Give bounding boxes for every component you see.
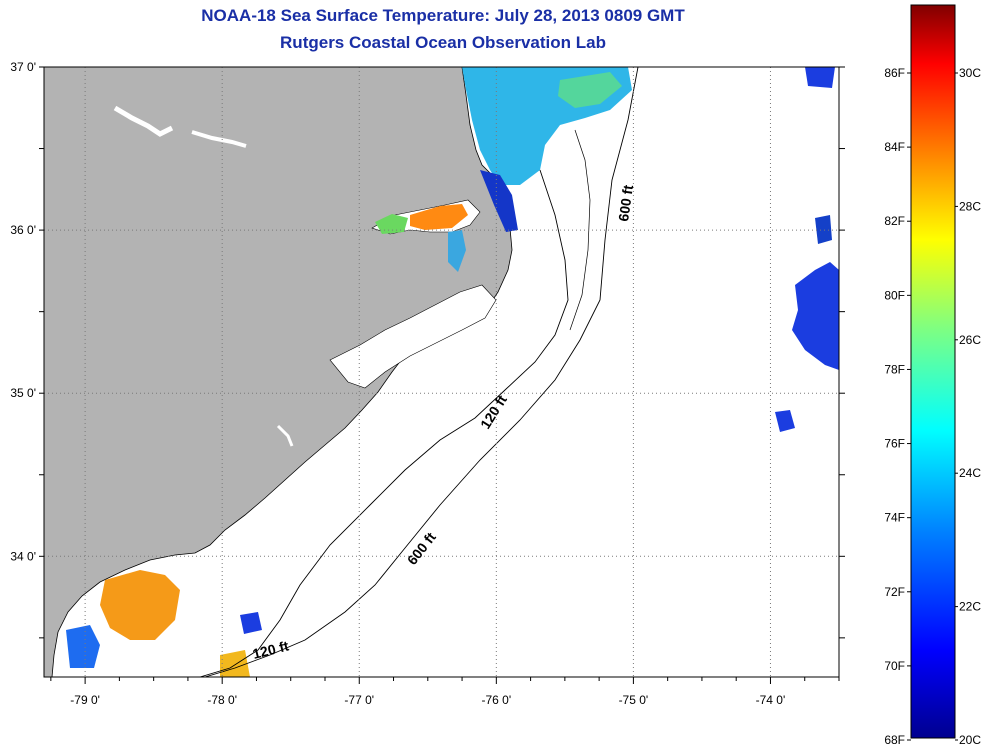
sst-patch-chesapeake-green <box>558 72 622 108</box>
colorbar-f-label: 76F <box>884 437 905 451</box>
lon-tick-label: -75 0' <box>619 693 649 707</box>
colorbar-f-label: 72F <box>884 585 905 599</box>
sst-patch-east-small <box>815 215 832 244</box>
colorbar-c-label: 24C <box>959 466 981 480</box>
colorbar-fahrenheit-labels: 86F 84F 82F 80F 78F 76F 74F 72F 70F 68F <box>884 66 911 747</box>
colorbar-c-label: 22C <box>959 600 981 614</box>
lon-tick-label: -74 0' <box>756 693 786 707</box>
lon-tick-label: -78 0' <box>207 693 237 707</box>
lon-tick-label: -77 0' <box>344 693 374 707</box>
contour-shelf-detail <box>569 129 591 331</box>
longitude-axis: -79 0' -78 0' -77 0' -76 0' -75 0' -74 0' <box>50 677 840 707</box>
colorbar-c-label: 28C <box>959 199 981 213</box>
colorbar-f-label: 74F <box>884 511 905 525</box>
sst-patch-east-cluster <box>775 410 795 432</box>
river-upper <box>113 105 174 137</box>
lon-tick-label: -76 0' <box>481 693 511 707</box>
sst-patch-coastal-blue <box>480 170 518 232</box>
colorbar-f-label: 82F <box>884 214 905 228</box>
sst-patch-warm-sound <box>410 204 468 230</box>
lon-tick-label: -79 0' <box>70 693 100 707</box>
sst-patch-south-warm <box>100 570 180 640</box>
colorbar-c-label: 26C <box>959 333 981 347</box>
sst-patch-ne-corner <box>805 67 835 88</box>
colorbar-c-label: 20C <box>959 733 981 747</box>
colorbar-f-label: 70F <box>884 659 905 673</box>
map-title: NOAA-18 Sea Surface Temperature: July 28… <box>201 6 685 25</box>
colorbar-f-label: 68F <box>884 733 905 747</box>
map-subtitle: Rutgers Coastal Ocean Observation Lab <box>280 33 606 52</box>
lat-tick-label: 36 0' <box>10 223 36 237</box>
colorbar-f-label: 80F <box>884 288 905 302</box>
contour-600ft <box>204 67 639 677</box>
colorbar-c-label: 30C <box>959 66 981 80</box>
colorbar-f-label: 84F <box>884 140 905 154</box>
latitude-axis: 37 0' 36 0' 35 0' 34 0' <box>10 60 845 639</box>
map-grid <box>44 66 839 677</box>
sst-patch-sound-channel <box>448 230 466 272</box>
lat-tick-label: 37 0' <box>10 60 36 74</box>
sst-patch-south-cool <box>66 625 100 668</box>
contour-120ft <box>199 169 569 677</box>
map-frame <box>43 66 840 678</box>
pamlico-sound <box>329 284 497 389</box>
colorbar-f-label: 78F <box>884 362 905 376</box>
colorbar-f-label: 86F <box>884 66 905 80</box>
river-lower <box>276 424 294 447</box>
colorbar <box>910 4 956 739</box>
colorbar-celsius-labels: 30C 28C 26C 24C 22C 20C <box>955 66 981 747</box>
lat-tick-label: 35 0' <box>10 386 36 400</box>
sst-patch-south-blue <box>240 612 262 634</box>
lat-tick-label: 34 0' <box>10 549 36 563</box>
sst-patch-warm-sound-green <box>375 214 408 234</box>
sst-patch-east-blue <box>792 262 839 370</box>
contour-label-600ft-north: 600 ft <box>615 184 636 223</box>
